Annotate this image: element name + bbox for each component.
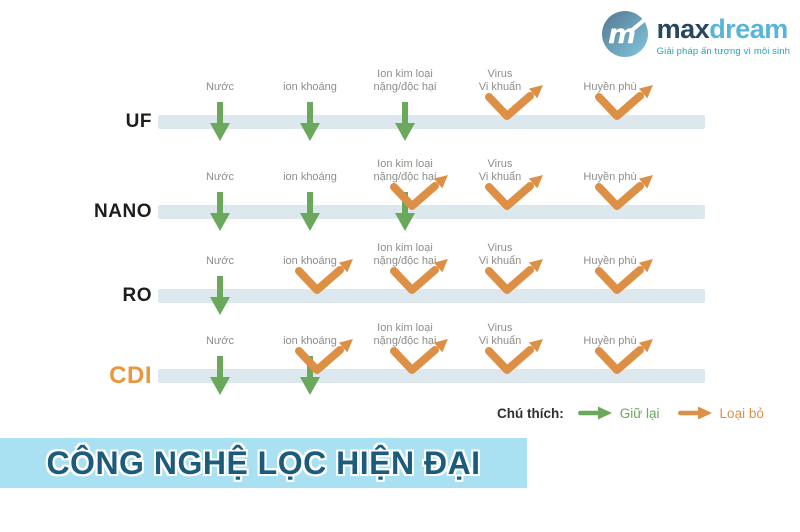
substance-label: Virus Vi khuẩn <box>478 68 522 93</box>
keep-arrow-icon <box>209 102 231 147</box>
remove-arrow-icon <box>388 338 450 379</box>
substance-label: Ion kim loại nặng/độc hại <box>373 68 437 93</box>
brand-tagline: Giải pháp ấn tượng vì môi sinh <box>656 46 790 58</box>
row-label-nano: NANO <box>94 201 152 222</box>
legend-remove-label: Loại bỏ <box>719 405 764 421</box>
remove-arrow-icon <box>483 338 545 379</box>
substance-label: Ion kim loại nặng/độc hại <box>373 158 437 183</box>
remove-arrow-icon <box>483 84 545 125</box>
keep-arrow-icon <box>209 192 231 237</box>
substance-label: Nước <box>205 255 235 267</box>
substance-label: ion khoáng <box>283 255 337 267</box>
row-label-cdi: CDI <box>109 362 152 389</box>
keep-arrow-icon <box>394 102 416 147</box>
substance-label: ion khoáng <box>283 171 337 183</box>
substance-label: Ion kim loại nặng/độc hại <box>373 322 437 347</box>
legend-keep-label: Giữ lại <box>619 405 660 421</box>
brand-wordmark: maxdream <box>657 16 790 43</box>
remove-arrow-icon <box>293 338 355 379</box>
remove-arrow-icon <box>388 258 450 299</box>
remove-arrow-icon <box>593 84 655 125</box>
keep-arrow-icon <box>394 192 416 237</box>
membrane-bar-cdi <box>158 369 705 383</box>
membrane-bar-ro <box>158 289 705 303</box>
substance-label: Nước <box>205 81 235 93</box>
page-title: CÔNG NGHỆ LỌC HIỆN ĐẠI <box>46 444 481 481</box>
substance-label: Nước <box>205 335 235 347</box>
brand-dream: dream <box>709 14 788 45</box>
remove-arrow-icon <box>593 258 655 299</box>
keep-arrow-icon <box>299 192 321 237</box>
row-label-uf: UF <box>125 111 152 132</box>
legend: Chú thích: Giữ lại Loại bỏ <box>497 404 764 422</box>
keep-arrow-icon <box>299 102 321 147</box>
row-label-ro: RO <box>122 285 152 306</box>
substance-label: Virus Vi khuẩn <box>478 242 522 267</box>
keep-arrow-icon <box>209 356 231 401</box>
keep-arrow-icon <box>577 406 612 420</box>
maxdream-logo-icon: m <box>601 10 649 63</box>
title-banner: CÔNG NGHỆ LỌC HIỆN ĐẠI <box>0 438 527 488</box>
substance-label: Virus Vi khuẩn <box>478 158 522 183</box>
remove-arrow-icon <box>483 174 545 215</box>
substance-label: Nước <box>205 171 235 183</box>
keep-arrow-icon <box>209 276 231 321</box>
substance-label: Huyền phù <box>583 81 637 93</box>
membrane-bar-nano <box>158 205 705 219</box>
remove-arrow-icon <box>388 174 450 215</box>
remove-arrow-icon <box>593 338 655 379</box>
substance-label: ion khoáng <box>283 81 337 93</box>
svg-text:m: m <box>608 19 636 50</box>
substance-label: Ion kim loại nặng/độc hại <box>373 242 437 267</box>
remove-arrow-icon <box>677 406 712 420</box>
substance-label: Huyền phù <box>583 171 637 183</box>
substance-label: Huyền phù <box>583 255 637 267</box>
remove-arrow-icon <box>483 258 545 299</box>
remove-arrow-icon <box>293 258 355 299</box>
membrane-bar-uf <box>158 115 705 129</box>
substance-label: ion khoáng <box>283 335 337 347</box>
legend-title: Chú thích: <box>497 405 564 421</box>
brand-max: max <box>656 14 710 45</box>
keep-arrow-icon <box>299 356 321 401</box>
remove-arrow-icon <box>593 174 655 215</box>
maxdream-logo: m maxdream Giải pháp ấn tượng vì môi sin… <box>601 10 790 63</box>
substance-label: Virus Vi khuẩn <box>478 322 522 347</box>
substance-label: Huyền phù <box>583 335 637 347</box>
